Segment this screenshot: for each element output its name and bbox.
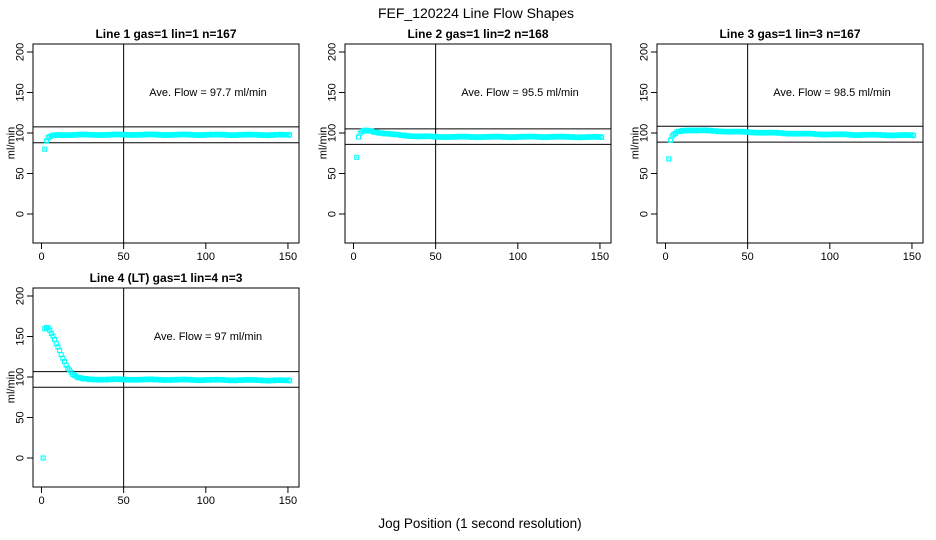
y-axis-label: ml/min bbox=[318, 127, 330, 159]
x-tick-label: 150 bbox=[279, 495, 297, 507]
y-tick-label: 50 bbox=[15, 411, 27, 423]
x-tick-label: 50 bbox=[118, 495, 130, 507]
panel-line-1: Line 1 gas=1 lin=1 n=167 Ave. Flow = 97.… bbox=[6, 27, 300, 263]
x-axis-label: Jog Position (1 second resolution) bbox=[378, 516, 581, 531]
ave-flow-annotation: Ave. Flow = 97.7 ml/min bbox=[149, 87, 266, 99]
y-tick-label: 100 bbox=[15, 368, 27, 386]
reference-lines bbox=[33, 288, 299, 487]
y-tick-label: 150 bbox=[15, 327, 27, 345]
data-point bbox=[287, 378, 293, 384]
x-tick-label: 100 bbox=[197, 251, 215, 263]
y-tick-label: 50 bbox=[639, 167, 651, 179]
y-tick-label: 200 bbox=[15, 287, 27, 305]
data-point bbox=[599, 134, 605, 140]
y-tick-label: 100 bbox=[15, 124, 27, 142]
data-point-center bbox=[668, 158, 670, 160]
reference-lines bbox=[657, 44, 923, 243]
reference-lines bbox=[345, 44, 611, 243]
y-tick-label: 100 bbox=[639, 124, 651, 142]
data-points bbox=[354, 127, 605, 160]
data-point bbox=[911, 133, 917, 139]
ave-flow-annotation: Ave. Flow = 98.5 ml/min bbox=[773, 87, 890, 99]
data-points bbox=[40, 325, 293, 461]
panel-title: Line 1 gas=1 lin=1 n=167 bbox=[95, 27, 236, 41]
y-tick-label: 150 bbox=[639, 83, 651, 101]
plot-area: 0 50 100 150 0 50 100 150 200 bbox=[327, 43, 612, 263]
y-axis-label: ml/min bbox=[6, 127, 18, 159]
data-point-center bbox=[356, 156, 358, 158]
data-point-center bbox=[42, 457, 44, 459]
axes: 0 50 100 150 0 50 100 150 200 bbox=[327, 43, 612, 263]
x-tick-label: 150 bbox=[279, 251, 297, 263]
plot-area: 0 50 100 150 0 50 100 150 200 bbox=[15, 43, 300, 263]
x-tick-label: 50 bbox=[118, 251, 130, 263]
x-tick-label: 0 bbox=[662, 251, 668, 263]
y-tick-label: 100 bbox=[327, 124, 339, 142]
data-point bbox=[354, 154, 360, 160]
data-point bbox=[40, 455, 46, 461]
y-tick-label: 0 bbox=[15, 211, 27, 217]
y-axis-label: ml/min bbox=[6, 371, 18, 403]
panel-title: Line 4 (LT) gas=1 lin=4 n=3 bbox=[90, 271, 243, 285]
ave-flow-annotation: Ave. Flow = 97 ml/min bbox=[154, 331, 262, 343]
y-tick-label: 50 bbox=[327, 167, 339, 179]
panel-line-2: Line 2 gas=1 lin=2 n=168 Ave. Flow = 95.… bbox=[318, 27, 612, 263]
panel-title: Line 2 gas=1 lin=2 n=168 bbox=[407, 27, 548, 41]
figure-title: FEF_120224 Line Flow Shapes bbox=[378, 5, 574, 21]
x-tick-label: 0 bbox=[38, 251, 44, 263]
x-tick-label: 150 bbox=[591, 251, 609, 263]
axes: 0 50 100 150 0 50 100 150 200 bbox=[15, 43, 300, 263]
panel-line-4: Line 4 (LT) gas=1 lin=4 n=3 Ave. Flow = … bbox=[6, 271, 300, 507]
x-tick-label: 50 bbox=[430, 251, 442, 263]
data-point bbox=[42, 146, 48, 152]
y-tick-label: 150 bbox=[327, 83, 339, 101]
x-tick-label: 100 bbox=[509, 251, 527, 263]
plot-area: 0 50 100 150 0 50 100 150 200 bbox=[639, 43, 924, 263]
y-tick-label: 150 bbox=[15, 83, 27, 101]
y-tick-label: 200 bbox=[639, 43, 651, 61]
x-tick-label: 0 bbox=[38, 495, 44, 507]
y-tick-label: 0 bbox=[639, 211, 651, 217]
axes: 0 50 100 150 0 50 100 150 200 bbox=[15, 287, 300, 507]
data-points bbox=[666, 127, 917, 162]
plot-area: 0 50 100 150 0 50 100 150 200 bbox=[15, 287, 300, 507]
y-tick-label: 50 bbox=[15, 167, 27, 179]
data-point bbox=[666, 156, 672, 162]
panel-title: Line 3 gas=1 lin=3 n=167 bbox=[719, 27, 860, 41]
y-tick-label: 0 bbox=[15, 455, 27, 461]
reference-lines bbox=[33, 44, 299, 243]
x-tick-label: 50 bbox=[742, 251, 754, 263]
x-tick-label: 0 bbox=[350, 251, 356, 263]
x-tick-label: 100 bbox=[197, 495, 215, 507]
x-tick-label: 150 bbox=[903, 251, 921, 263]
y-tick-label: 200 bbox=[15, 43, 27, 61]
ave-flow-annotation: Ave. Flow = 95.5 ml/min bbox=[461, 87, 578, 99]
data-point-center bbox=[44, 148, 46, 150]
axes: 0 50 100 150 0 50 100 150 200 bbox=[639, 43, 924, 263]
y-tick-label: 0 bbox=[327, 211, 339, 217]
panel-line-3: Line 3 gas=1 lin=3 n=167 Ave. Flow = 98.… bbox=[630, 27, 924, 263]
data-point bbox=[287, 132, 293, 138]
data-points bbox=[42, 131, 293, 152]
y-axis-label: ml/min bbox=[630, 127, 642, 159]
x-tick-label: 100 bbox=[821, 251, 839, 263]
y-tick-label: 200 bbox=[327, 43, 339, 61]
